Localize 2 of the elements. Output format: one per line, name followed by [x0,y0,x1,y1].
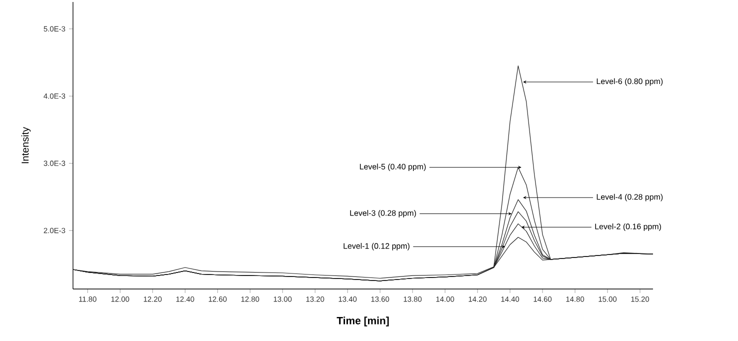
y-axis-title: Intensity [21,126,31,164]
x-axis-title: Time [min] [336,316,389,326]
